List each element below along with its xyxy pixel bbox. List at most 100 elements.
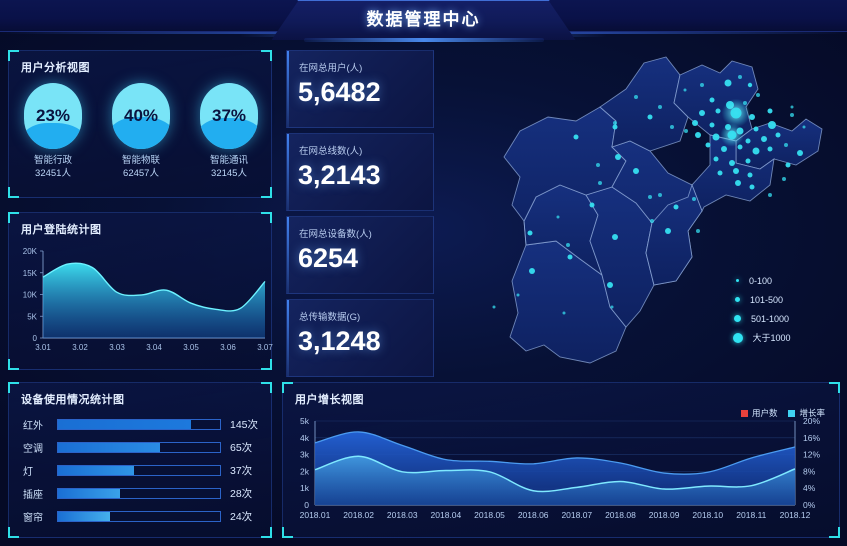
map-data-point[interactable]	[665, 228, 671, 234]
map-data-point[interactable]	[797, 150, 803, 156]
map-data-point[interactable]	[715, 108, 721, 114]
map-data-point[interactable]	[747, 82, 753, 88]
map-data-point[interactable]	[745, 138, 751, 144]
map-data-point[interactable]	[747, 172, 753, 178]
map-data-point[interactable]	[717, 170, 723, 176]
map-data-point[interactable]	[768, 193, 772, 197]
device-bar-value: 65次	[230, 442, 253, 454]
map-data-point[interactable]	[670, 125, 674, 129]
growth-area-chart: 0 1k 2k 3k 4k 5k 0% 4% 8% 12% 16% 20% 2018.01 2018.02…	[300, 416, 821, 520]
map-data-point[interactable]	[700, 83, 704, 87]
map-data-point[interactable]	[761, 136, 767, 142]
map-data-point[interactable]	[633, 168, 639, 174]
map-data-point[interactable]	[802, 125, 806, 129]
map-data-point[interactable]	[756, 93, 760, 97]
gauge-group: 23% 智能行政 32451人 40% 智能物联 62457人 37% 智能通讯	[9, 83, 273, 199]
map-data-point[interactable]	[733, 168, 739, 174]
svg-text:0%: 0%	[803, 500, 816, 510]
map-data-point[interactable]	[753, 126, 759, 132]
map-data-point[interactable]	[612, 124, 618, 130]
map-data-point[interactable]	[790, 105, 794, 109]
map-data-point[interactable]	[613, 121, 617, 125]
map-data-point[interactable]	[684, 129, 688, 133]
map-data-point[interactable]	[729, 160, 735, 166]
map-region[interactable]	[691, 134, 775, 213]
map-data-point[interactable]	[712, 133, 720, 141]
map-data-point[interactable]	[713, 156, 719, 162]
map-region[interactable]	[503, 106, 627, 246]
device-bar-label: 灯	[23, 467, 33, 478]
map-data-point[interactable]	[749, 184, 755, 190]
map-data-point[interactable]	[589, 202, 595, 208]
map-data-point[interactable]	[658, 105, 662, 109]
map-data-point[interactable]	[610, 305, 614, 309]
map-data-point[interactable]	[705, 142, 711, 148]
map-data-point[interactable]	[721, 146, 727, 152]
map-data-point[interactable]	[647, 114, 653, 120]
map-data-point[interactable]	[768, 121, 776, 129]
map-data-point[interactable]	[752, 147, 760, 155]
map-data-point[interactable]	[492, 305, 496, 309]
map-data-point[interactable]	[724, 79, 732, 87]
region-map[interactable]: 0-100 101-500 501-1000 大于1000	[440, 45, 840, 375]
map-data-point[interactable]	[709, 97, 715, 103]
map-data-point[interactable]	[735, 180, 741, 186]
map-data-point[interactable]	[634, 95, 638, 99]
map-data-point[interactable]	[782, 177, 786, 181]
map-data-point[interactable]	[727, 130, 737, 140]
map-data-point[interactable]	[658, 193, 662, 197]
map-legend: 0-100 101-500 501-1000 大于1000	[732, 271, 832, 347]
svg-text:20K: 20K	[23, 247, 38, 256]
map-data-point[interactable]	[562, 311, 566, 315]
map-data-point[interactable]	[790, 113, 794, 117]
map-data-point[interactable]	[673, 204, 679, 210]
gauge-count: 32451人	[35, 167, 71, 179]
legend-item[interactable]: 用户数	[740, 407, 777, 419]
map-data-point[interactable]	[696, 229, 700, 233]
map-data-point[interactable]	[527, 230, 533, 236]
map-data-point[interactable]	[692, 197, 696, 201]
map-data-point[interactable]	[612, 234, 618, 240]
map-data-point[interactable]	[516, 293, 520, 297]
map-region[interactable]	[645, 183, 703, 286]
map-data-point[interactable]	[745, 158, 751, 164]
corner-bracket-icon	[829, 382, 840, 393]
map-data-point[interactable]	[775, 132, 781, 138]
map-data-point[interactable]	[785, 162, 791, 168]
map-data-point[interactable]	[567, 254, 573, 260]
map-data-point[interactable]	[648, 195, 652, 199]
map-data-point[interactable]	[709, 122, 715, 128]
legend-item[interactable]: 增长率	[788, 407, 825, 419]
map-data-point[interactable]	[730, 107, 742, 119]
map-data-point[interactable]	[556, 215, 560, 219]
gauge-item: 23% 智能行政 32451人	[16, 83, 90, 181]
map-data-point[interactable]	[784, 143, 788, 147]
map-data-point[interactable]	[699, 110, 705, 116]
svg-text:10K: 10K	[23, 291, 38, 300]
svg-text:0: 0	[33, 334, 38, 343]
map-data-point[interactable]	[692, 120, 698, 126]
map-data-point[interactable]	[683, 88, 687, 92]
map-legend-label: 501-1000	[751, 313, 790, 324]
svg-text:12%: 12%	[803, 450, 820, 460]
kpi-card-online-devices: 在网总设备数(人) 6254	[286, 216, 434, 294]
map-data-point[interactable]	[566, 243, 570, 247]
map-data-point[interactable]	[529, 268, 535, 274]
map-data-point[interactable]	[749, 114, 755, 120]
svg-text:2018.05: 2018.05	[474, 510, 505, 520]
map-data-point[interactable]	[737, 144, 743, 150]
growth-legend[interactable]: 用户数 增长率	[740, 407, 825, 419]
map-region[interactable]	[673, 60, 759, 142]
map-data-point[interactable]	[607, 282, 613, 288]
map-data-point[interactable]	[596, 163, 600, 167]
map-data-point[interactable]	[650, 219, 654, 223]
map-data-point[interactable]	[738, 75, 742, 79]
map-data-point[interactable]	[767, 146, 773, 152]
map-data-point[interactable]	[615, 154, 621, 160]
map-data-point[interactable]	[598, 181, 602, 185]
liquid-gauge: 23%	[24, 83, 82, 149]
map-data-point[interactable]	[695, 132, 701, 138]
map-data-point[interactable]	[573, 134, 579, 140]
map-data-point[interactable]	[767, 108, 773, 114]
corner-bracket-icon	[261, 187, 272, 198]
